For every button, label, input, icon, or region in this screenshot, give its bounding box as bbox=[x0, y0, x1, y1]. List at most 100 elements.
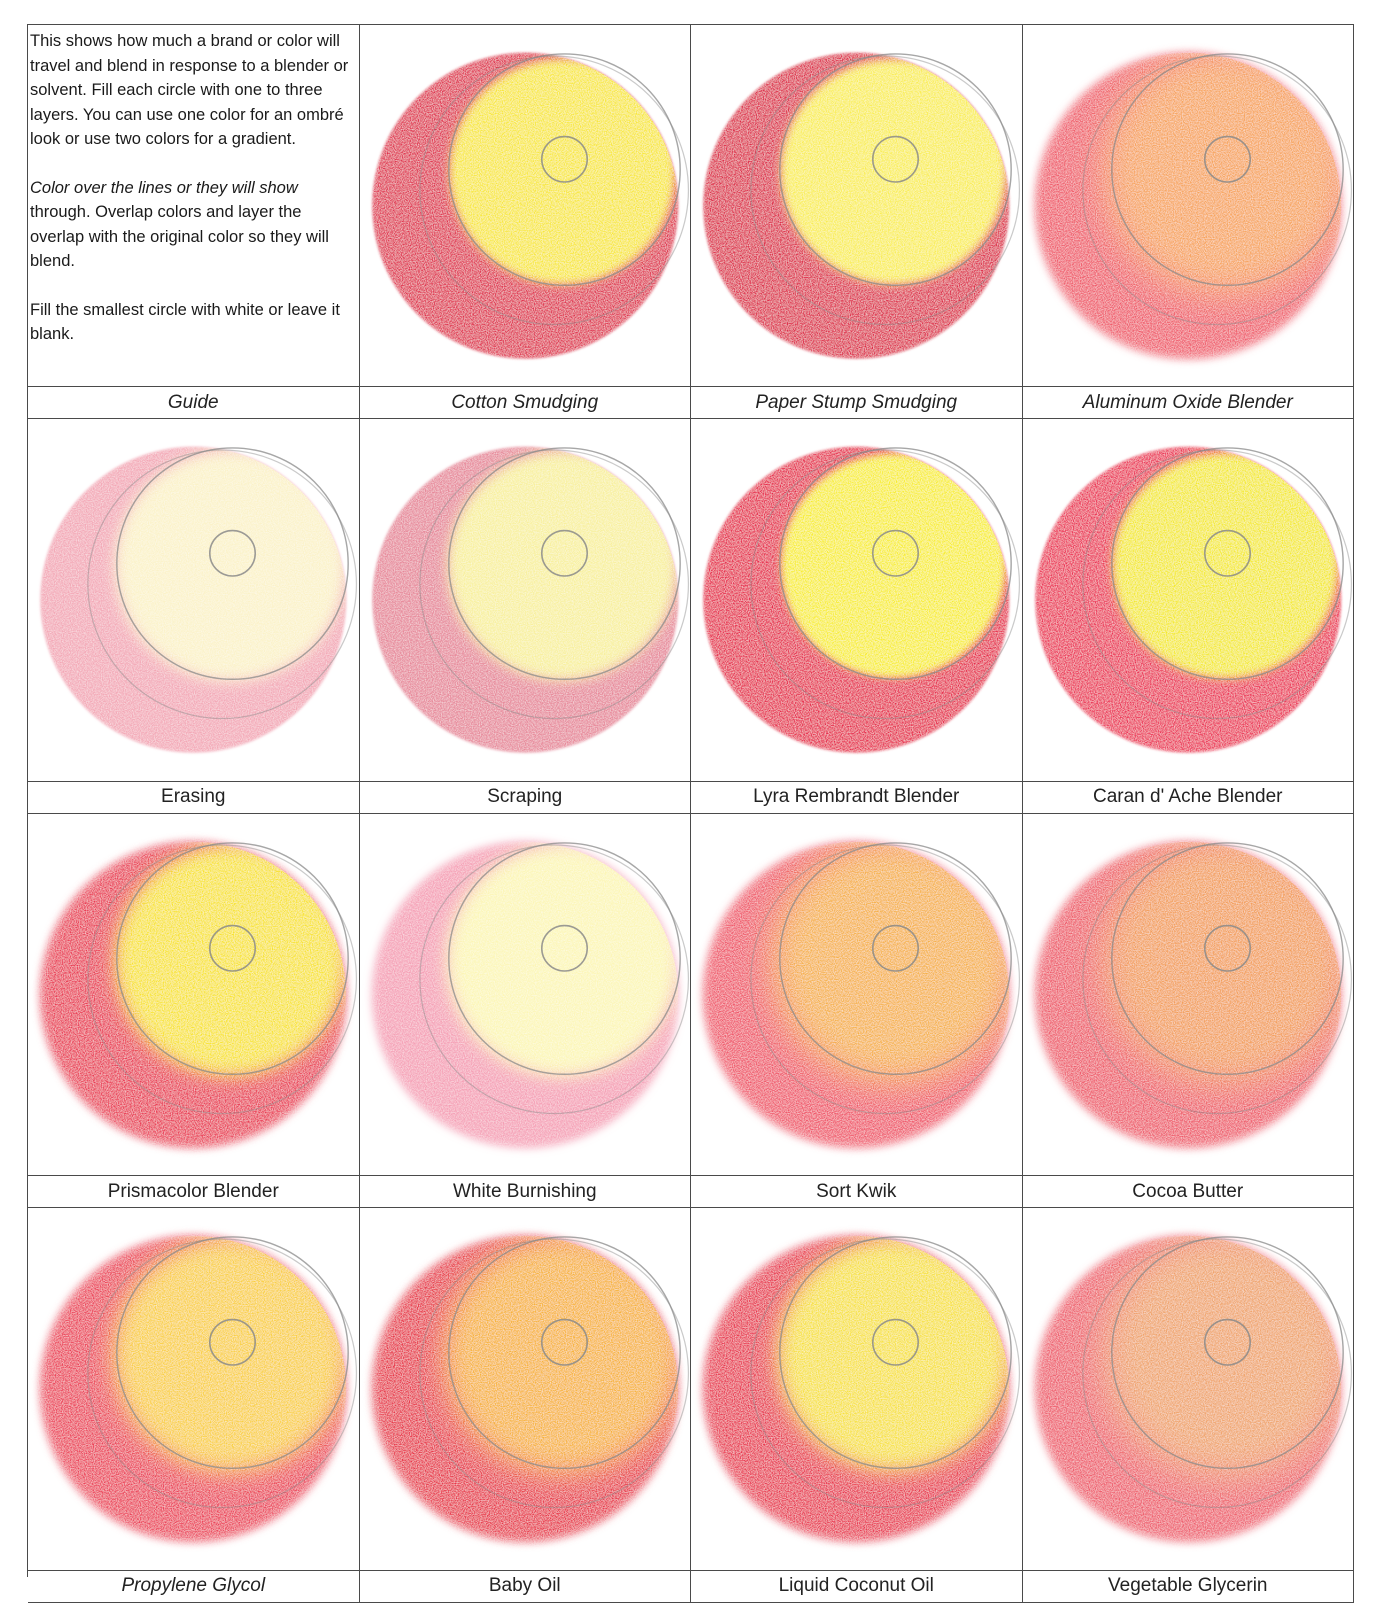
guide-circle-middle bbox=[418, 55, 689, 326]
swatch-art bbox=[360, 419, 691, 780]
swatch-cell: Prismacolor Blender bbox=[28, 813, 360, 1209]
guide-circle-small bbox=[1203, 1319, 1251, 1367]
guide-circle-small bbox=[209, 530, 256, 578]
swatch-art bbox=[1023, 814, 1354, 1175]
color-swatch bbox=[371, 841, 689, 1148]
guide-circle-middle bbox=[87, 449, 358, 720]
guide-circle-small bbox=[1203, 530, 1251, 578]
inner-color-disc bbox=[1100, 52, 1341, 297]
swatch-art bbox=[1023, 25, 1354, 386]
inner-color-disc bbox=[1099, 1236, 1341, 1481]
guide-circle-large bbox=[779, 447, 1012, 681]
guide-circle-small bbox=[1203, 135, 1251, 183]
inner-color-disc bbox=[445, 844, 678, 1078]
swatch-label: Erasing bbox=[28, 780, 359, 813]
swatch-cell: White Burnishing bbox=[359, 813, 691, 1209]
swatch-cell: Caran d' Ache Blender bbox=[1022, 419, 1354, 814]
swatch-cell: Liquid Coconut Oil bbox=[691, 1208, 1023, 1603]
swatch-label: White Burnishing bbox=[359, 1175, 690, 1207]
guide-instructions: This shows how much a brand or color wil… bbox=[28, 25, 359, 386]
guide-label: Guide bbox=[28, 386, 359, 418]
inner-color-disc bbox=[440, 1236, 678, 1477]
guide-paragraph-2-italic: Color over the lines or they will show bbox=[30, 178, 298, 197]
guide-circle-middle bbox=[418, 449, 689, 720]
guide-paragraph-2: Color over the lines or they will show t… bbox=[30, 176, 355, 274]
swatch-art bbox=[691, 1208, 1022, 1569]
color-swatch bbox=[1034, 52, 1352, 359]
guide-circle-small bbox=[872, 1319, 919, 1367]
guide-circle-large bbox=[1110, 53, 1344, 286]
guide-circle-small bbox=[872, 924, 919, 972]
guide-circle-large bbox=[116, 447, 349, 681]
color-swatch bbox=[40, 447, 358, 754]
color-swatch bbox=[703, 52, 1021, 359]
swatch-label: Lyra Rembrandt Blender bbox=[691, 780, 1022, 813]
guide-circle-middle bbox=[750, 1238, 1021, 1509]
color-swatch bbox=[1034, 841, 1352, 1148]
guide-circle-small bbox=[540, 1319, 588, 1367]
swatch-art bbox=[691, 419, 1022, 780]
color-swatch bbox=[703, 1236, 1021, 1543]
guide-paragraph-2-rest: through. Overlap colors and layer the ov… bbox=[30, 203, 329, 270]
swatch-label: Baby Oil bbox=[359, 1569, 690, 1602]
color-swatch bbox=[371, 52, 689, 359]
swatch-art bbox=[28, 419, 359, 780]
guide-circle-small bbox=[209, 1319, 256, 1367]
blender-test-sheet: This shows how much a brand or color wil… bbox=[27, 24, 1354, 1603]
inner-color-disc bbox=[769, 841, 1010, 1085]
guide-circle-middle bbox=[1081, 844, 1352, 1115]
inner-color-disc bbox=[113, 843, 347, 1078]
swatch-label: Aluminum Oxide Blender bbox=[1022, 386, 1353, 418]
color-swatch bbox=[40, 1236, 358, 1543]
swatch-art bbox=[1023, 1208, 1354, 1569]
swatch-label: Sort Kwik bbox=[691, 1175, 1022, 1207]
swatch-cell: Cotton Smudging bbox=[359, 25, 691, 420]
swatch-label: Vegetable Glycerin bbox=[1022, 1569, 1353, 1602]
color-swatch bbox=[40, 841, 358, 1148]
swatch-label: Propylene Glycol bbox=[28, 1569, 359, 1602]
guide-circle-large bbox=[779, 1236, 1012, 1470]
swatch-cell: Baby Oil bbox=[359, 1208, 691, 1603]
guide-circle-small bbox=[540, 135, 588, 183]
swatch-art bbox=[360, 25, 691, 386]
swatch-art bbox=[691, 25, 1022, 386]
swatch-art bbox=[360, 814, 691, 1175]
swatch-cell: Lyra Rembrandt Blender bbox=[691, 419, 1023, 814]
guide-circle-large bbox=[116, 842, 349, 1075]
swatch-label: Caran d' Ache Blender bbox=[1022, 780, 1353, 813]
swatch-art bbox=[691, 814, 1022, 1175]
swatch-label: Liquid Coconut Oil bbox=[691, 1569, 1022, 1602]
guide-circle-small bbox=[1203, 924, 1251, 972]
swatch-cell: Vegetable Glycerin bbox=[1022, 1208, 1354, 1603]
swatch-cell: Erasing bbox=[28, 419, 360, 814]
inner-color-disc bbox=[1111, 452, 1339, 680]
inner-color-disc bbox=[1100, 841, 1341, 1086]
swatch-label: Cotton Smudging bbox=[359, 386, 690, 418]
guide-circle-small bbox=[872, 135, 919, 183]
guide-cell: This shows how much a brand or color wil… bbox=[28, 25, 360, 420]
guide-circle-middle bbox=[418, 844, 689, 1115]
swatch-cell: Propylene Glycol bbox=[28, 1208, 360, 1603]
guide-circle-large bbox=[447, 447, 681, 681]
swatch-art bbox=[360, 1208, 691, 1569]
color-swatch bbox=[371, 1236, 689, 1543]
inner-color-disc bbox=[446, 450, 678, 682]
swatch-cell: Paper Stump Smudging bbox=[691, 25, 1023, 420]
inner-color-disc bbox=[779, 57, 1008, 286]
color-swatch bbox=[703, 447, 1021, 754]
guide-circle-large bbox=[447, 53, 681, 286]
guide-circle-large bbox=[1110, 1236, 1344, 1470]
swatch-cell: Aluminum Oxide Blender bbox=[1022, 25, 1354, 420]
swatch-label: Paper Stump Smudging bbox=[691, 386, 1022, 418]
swatch-label: Scraping bbox=[359, 780, 690, 813]
swatch-art bbox=[1023, 419, 1354, 780]
guide-paragraph-3: Fill the smallest circle with white or l… bbox=[30, 300, 340, 344]
inner-color-disc bbox=[114, 450, 347, 683]
guide-circle-small bbox=[540, 530, 588, 578]
guide-circle-small bbox=[540, 924, 588, 972]
color-swatch bbox=[1034, 447, 1352, 754]
guide-circle-middle bbox=[87, 844, 358, 1115]
swatch-cell: Scraping bbox=[359, 419, 691, 814]
inner-color-disc bbox=[774, 1236, 1010, 1474]
inner-color-disc bbox=[110, 1236, 347, 1475]
